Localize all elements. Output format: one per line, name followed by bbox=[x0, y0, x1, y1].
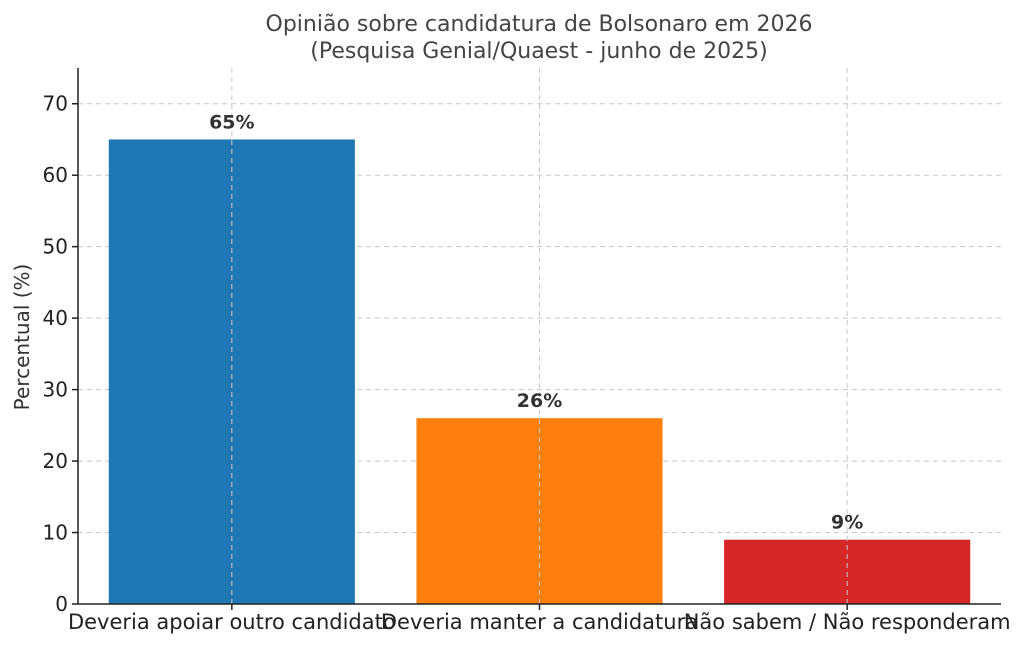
data-label: 65% bbox=[209, 111, 254, 133]
y-tick-label: 30 bbox=[43, 378, 68, 402]
tick-labels: 0 10 20 30 40 50 60 70 Deveria apoiar outro cand… bbox=[43, 92, 1011, 634]
data-label: 26% bbox=[517, 390, 562, 412]
y-tick-label: 0 bbox=[55, 592, 68, 616]
y-tick-label: 60 bbox=[43, 163, 68, 187]
y-tick-label: 10 bbox=[43, 521, 68, 545]
axes bbox=[72, 68, 1001, 610]
x-tick-label: Deveria apoiar outro candidato bbox=[68, 610, 396, 634]
bar bbox=[108, 139, 355, 604]
y-tick-label: 50 bbox=[43, 235, 68, 259]
y-tick-label: 40 bbox=[43, 306, 68, 330]
bars bbox=[108, 139, 971, 604]
chart-subtitle: (Pesquisa Genial/Quaest - junho de 2025) bbox=[310, 39, 767, 64]
y-axis-label: Percentual (%) bbox=[10, 264, 34, 411]
data-labels: 65% 26% 9% bbox=[209, 111, 863, 533]
y-tick-label: 20 bbox=[43, 449, 68, 473]
x-tick-label: Não sabem / Não responderam bbox=[684, 610, 1011, 634]
y-tick-label: 70 bbox=[43, 92, 68, 116]
x-tick-label: Deveria manter a candidatura bbox=[381, 610, 698, 634]
data-label: 9% bbox=[831, 512, 863, 534]
chart-title: Opinião sobre candidatura de Bolsonaro e… bbox=[266, 12, 813, 37]
